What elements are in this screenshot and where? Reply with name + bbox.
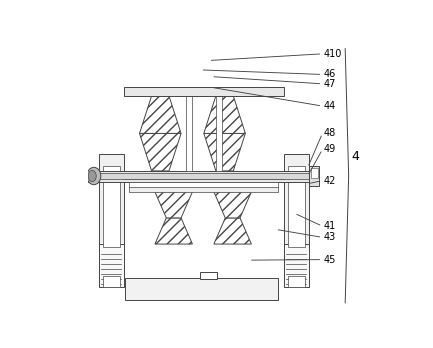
Bar xyxy=(103,166,120,247)
Polygon shape xyxy=(139,96,181,133)
Text: 43: 43 xyxy=(324,232,336,242)
Text: 4: 4 xyxy=(352,150,360,164)
Bar xyxy=(126,278,278,300)
Text: 48: 48 xyxy=(324,128,336,139)
Text: 47: 47 xyxy=(324,79,336,89)
Bar xyxy=(129,187,278,192)
Polygon shape xyxy=(214,192,252,218)
Bar xyxy=(216,96,222,171)
Polygon shape xyxy=(214,218,252,244)
Bar xyxy=(103,276,120,287)
Bar xyxy=(186,96,192,171)
Bar xyxy=(288,166,305,247)
Polygon shape xyxy=(204,133,246,171)
Bar xyxy=(284,244,309,287)
Bar xyxy=(96,173,316,179)
Bar xyxy=(309,166,319,186)
Text: 49: 49 xyxy=(324,144,336,155)
Text: 45: 45 xyxy=(324,255,336,264)
Polygon shape xyxy=(155,192,192,218)
Polygon shape xyxy=(155,218,192,244)
Bar xyxy=(99,244,124,287)
Ellipse shape xyxy=(88,171,96,182)
Text: 410: 410 xyxy=(324,49,342,59)
Bar xyxy=(200,272,216,279)
Text: 44: 44 xyxy=(324,101,336,111)
Bar xyxy=(284,154,309,247)
Text: 46: 46 xyxy=(324,70,336,79)
Bar xyxy=(99,171,309,182)
Text: 41: 41 xyxy=(324,221,336,231)
Bar xyxy=(124,174,284,179)
Polygon shape xyxy=(139,133,181,171)
Polygon shape xyxy=(311,168,317,179)
Ellipse shape xyxy=(87,167,101,185)
Text: 42: 42 xyxy=(324,175,336,185)
Bar xyxy=(124,87,284,96)
Bar xyxy=(99,154,124,247)
Polygon shape xyxy=(204,96,246,133)
Bar xyxy=(88,170,98,182)
Bar xyxy=(129,182,278,187)
Bar xyxy=(288,276,305,287)
